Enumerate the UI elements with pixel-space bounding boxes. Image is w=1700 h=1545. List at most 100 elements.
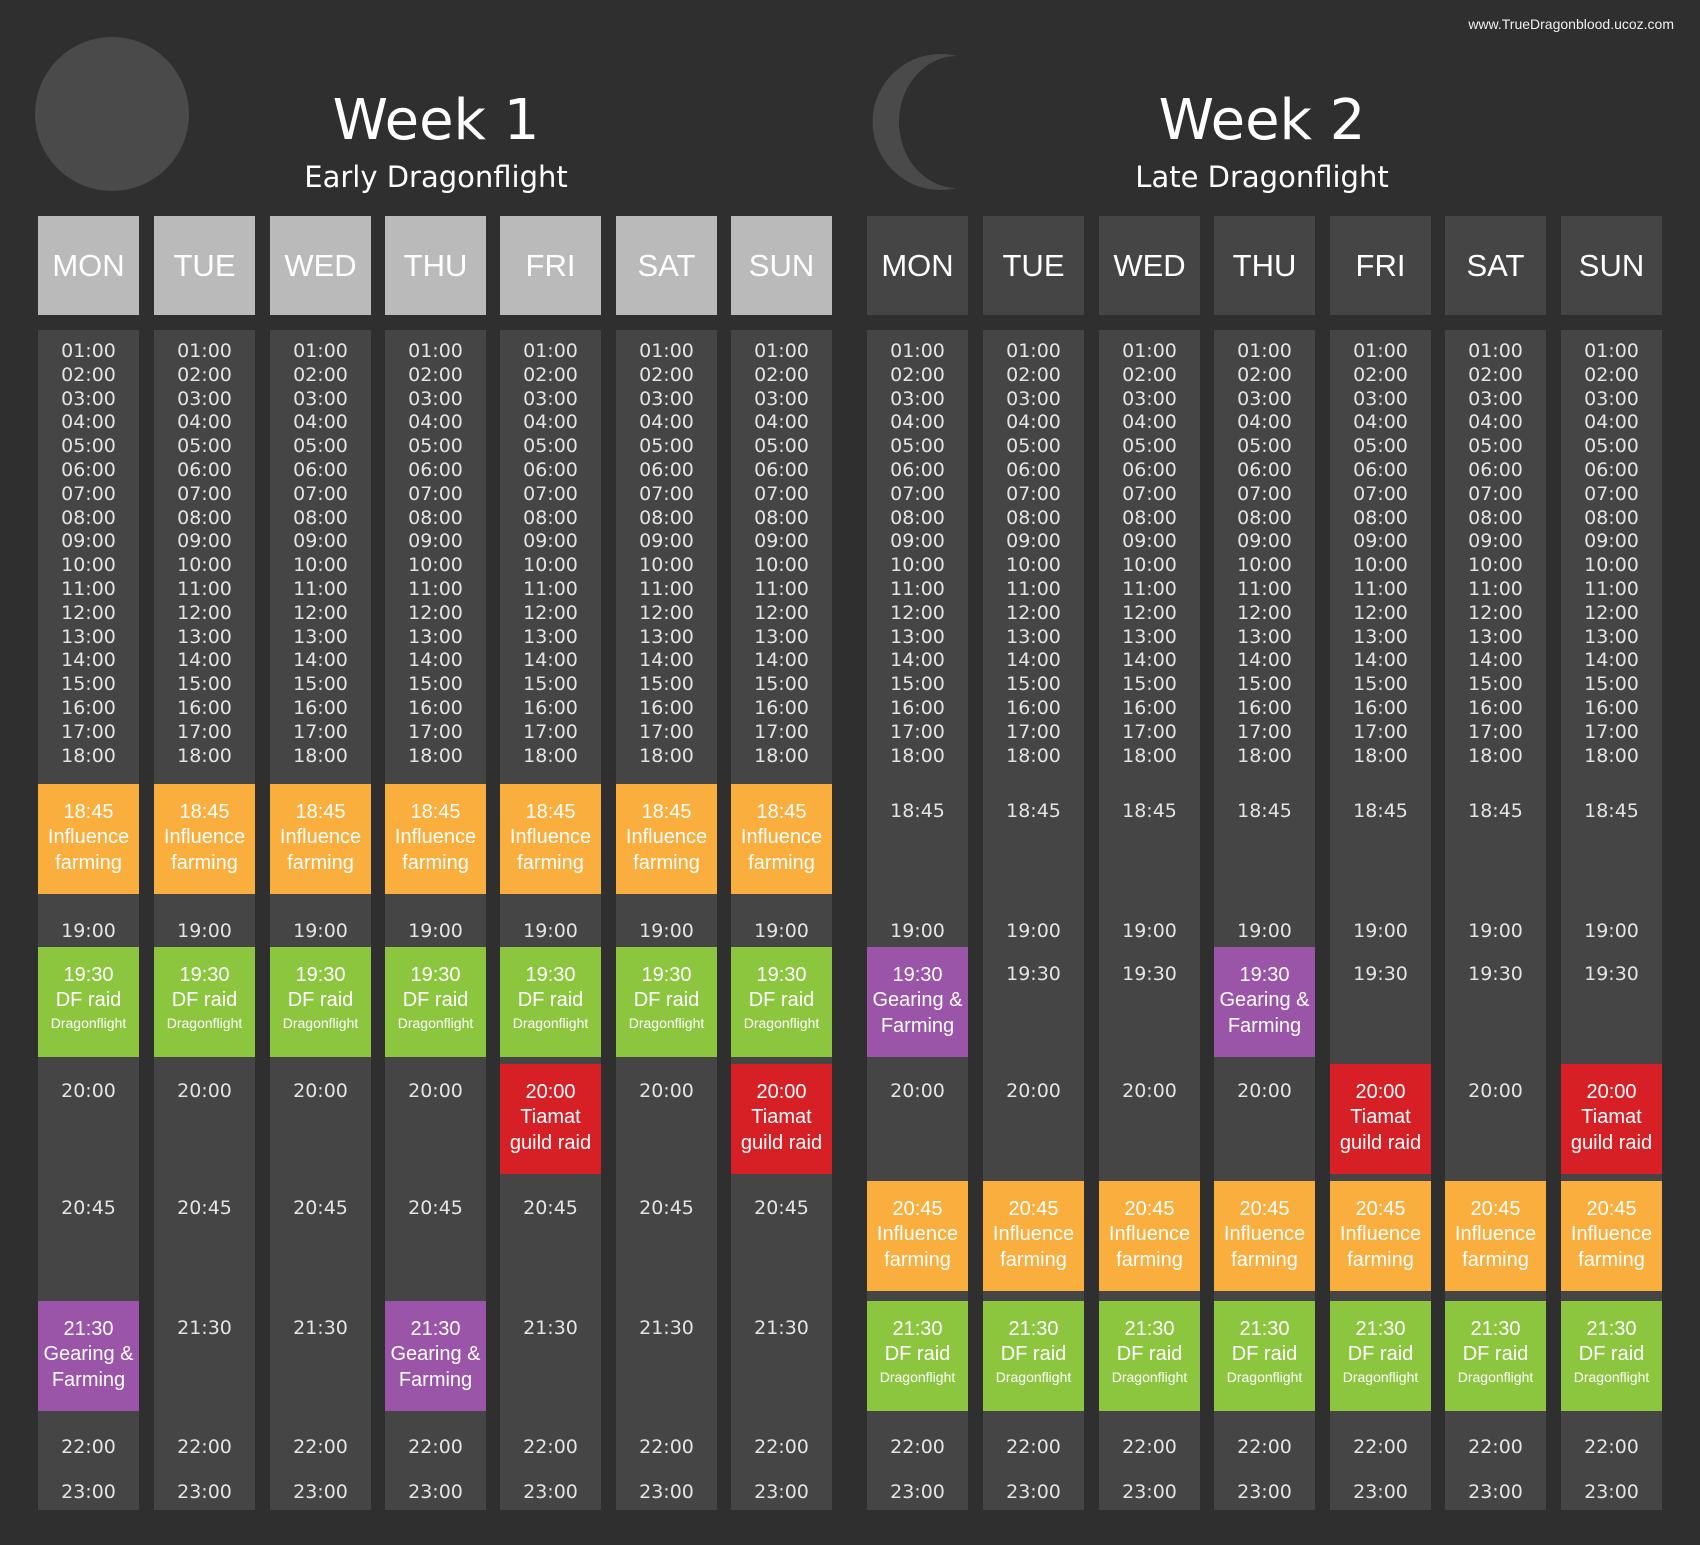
event-time: 19:30 bbox=[410, 964, 461, 986]
hour-slot: 06:00 bbox=[754, 458, 809, 481]
event-gearing[interactable]: 19:30 Gearing & Farming bbox=[867, 947, 968, 1057]
hour-slot: 01:00 bbox=[639, 340, 694, 362]
hour-slot: 03:00 bbox=[177, 387, 232, 410]
time-slot: 19:00 bbox=[1584, 920, 1639, 942]
event-time: 18:45 bbox=[525, 801, 576, 823]
event-influence[interactable]: 20:45 Influence farming bbox=[1561, 1181, 1662, 1291]
hour-slot: 01:00 bbox=[408, 340, 463, 362]
event-influence[interactable]: 20:45 Influence farming bbox=[1445, 1181, 1546, 1291]
event-gearing[interactable]: 21:30 Gearing & Farming bbox=[38, 1301, 139, 1411]
hour-slot: 17:00 bbox=[293, 720, 348, 743]
time-slot: 19:00 bbox=[293, 920, 348, 942]
hour-slot: 13:00 bbox=[61, 625, 116, 648]
hour-slot: 07:00 bbox=[1353, 482, 1408, 505]
hour-slot: 15:00 bbox=[408, 673, 463, 696]
hour-slot: 12:00 bbox=[1122, 601, 1177, 624]
hour-slot: 10:00 bbox=[408, 554, 463, 577]
week2-day-column-fri: 01:00 02:00 03:00 04:00 05:00 06:00 07:00 08:00… bbox=[1330, 330, 1431, 1510]
week1-day-column-sat: 01:00 02:00 03:00 04:00 05:00 06:00 07:00 08:00… bbox=[616, 330, 717, 1510]
week2-subtitle: Late Dragonflight bbox=[1135, 160, 1389, 194]
hour-slot: 05:00 bbox=[1006, 435, 1061, 458]
hour-slot: 14:00 bbox=[61, 649, 116, 672]
hour-slot: 09:00 bbox=[754, 530, 809, 553]
hour-slot: 11:00 bbox=[523, 577, 578, 600]
event-subtitle: farming bbox=[633, 852, 700, 874]
event-influence[interactable]: 18:45 Influence farming bbox=[38, 784, 139, 894]
week2-day-header-tue: TUE bbox=[983, 216, 1084, 315]
event-influence[interactable]: 20:45 Influence farming bbox=[1330, 1181, 1431, 1291]
hour-slot: 11:00 bbox=[1122, 577, 1177, 600]
event-influence[interactable]: 18:45 Influence farming bbox=[731, 784, 832, 894]
event-df-raid[interactable]: 19:30 DF raid Dragonflight bbox=[385, 947, 486, 1057]
event-title: Tiamat bbox=[520, 1106, 581, 1128]
event-subtitle: guild raid bbox=[1339, 1132, 1422, 1154]
event-df-raid[interactable]: 21:30 DF raid Dragonflight bbox=[983, 1301, 1084, 1411]
hour-slot: 10:00 bbox=[639, 554, 694, 577]
event-title: Gearing & bbox=[1219, 989, 1310, 1011]
event-tiamat[interactable]: 20:00 Tiamat guild raid bbox=[1330, 1064, 1431, 1174]
event-influence[interactable]: 18:45 Influence farming bbox=[500, 784, 601, 894]
hour-list: 01:00 02:00 03:00 04:00 05:00 06:00 07:00 08:00… bbox=[500, 340, 601, 768]
event-df-raid[interactable]: 21:30 DF raid Dragonflight bbox=[1330, 1301, 1431, 1411]
event-df-raid[interactable]: 19:30 DF raid Dragonflight bbox=[500, 947, 601, 1057]
hour-slot: 18:00 bbox=[523, 744, 578, 767]
hour-slot: 09:00 bbox=[177, 530, 232, 553]
event-df-raid[interactable]: 19:30 DF raid Dragonflight bbox=[616, 947, 717, 1057]
event-title: Influence bbox=[1108, 1223, 1191, 1245]
week2-day-column-tue: 01:00 02:00 03:00 04:00 05:00 06:00 07:00 08:00… bbox=[983, 330, 1084, 1510]
event-df-raid[interactable]: 19:30 DF raid Dragonflight bbox=[38, 947, 139, 1057]
time-slot: 18:45 bbox=[1468, 800, 1523, 822]
hour-slot: 08:00 bbox=[1468, 506, 1523, 529]
time-slot: 21:30 bbox=[754, 1317, 809, 1339]
event-time: 21:30 bbox=[1470, 1318, 1521, 1340]
event-influence[interactable]: 20:45 Influence farming bbox=[867, 1181, 968, 1291]
hour-slot: 11:00 bbox=[1468, 577, 1523, 600]
event-influence[interactable]: 20:45 Influence farming bbox=[1099, 1181, 1200, 1291]
hour-slot: 13:00 bbox=[1006, 625, 1061, 648]
time-slot: 20:00 bbox=[61, 1080, 116, 1102]
time-slot: 19:00 bbox=[1122, 920, 1177, 942]
hour-slot: 16:00 bbox=[890, 696, 945, 719]
event-df-raid[interactable]: 21:30 DF raid Dragonflight bbox=[1445, 1301, 1546, 1411]
hour-slot: 15:00 bbox=[1584, 673, 1639, 696]
hour-slot: 13:00 bbox=[1122, 625, 1177, 648]
event-df-raid[interactable]: 19:30 DF raid Dragonflight bbox=[270, 947, 371, 1057]
event-influence[interactable]: 18:45 Influence farming bbox=[616, 784, 717, 894]
hour-list: 01:00 02:00 03:00 04:00 05:00 06:00 07:00 08:00… bbox=[867, 340, 968, 768]
time-slot: 23:00 bbox=[1584, 1481, 1639, 1503]
event-time: 20:45 bbox=[1470, 1198, 1521, 1220]
event-df-raid[interactable]: 21:30 DF raid Dragonflight bbox=[1561, 1301, 1662, 1411]
hour-slot: 10:00 bbox=[1584, 554, 1639, 577]
hour-slot: 18:00 bbox=[1006, 744, 1061, 767]
event-df-raid[interactable]: 19:30 DF raid Dragonflight bbox=[731, 947, 832, 1057]
event-gearing[interactable]: 21:30 Gearing & Farming bbox=[385, 1301, 486, 1411]
event-df-raid[interactable]: 21:30 DF raid Dragonflight bbox=[1099, 1301, 1200, 1411]
event-df-raid[interactable]: 21:30 DF raid Dragonflight bbox=[867, 1301, 968, 1411]
event-df-raid[interactable]: 21:30 DF raid Dragonflight bbox=[1214, 1301, 1315, 1411]
hour-slot: 02:00 bbox=[1468, 363, 1523, 386]
event-tiamat[interactable]: 20:00 Tiamat guild raid bbox=[731, 1064, 832, 1174]
event-influence[interactable]: 18:45 Influence farming bbox=[270, 784, 371, 894]
event-time: 20:00 bbox=[1586, 1081, 1637, 1103]
hour-slot: 13:00 bbox=[1468, 625, 1523, 648]
event-influence[interactable]: 18:45 Influence farming bbox=[385, 784, 486, 894]
event-subtitle: farming bbox=[1347, 1249, 1414, 1271]
hour-list: 01:00 02:00 03:00 04:00 05:00 06:00 07:00 08:00… bbox=[731, 340, 832, 768]
hour-slot: 04:00 bbox=[1122, 411, 1177, 434]
event-tiamat[interactable]: 20:00 Tiamat guild raid bbox=[1561, 1064, 1662, 1174]
time-slot: 20:45 bbox=[177, 1197, 232, 1219]
event-influence[interactable]: 20:45 Influence farming bbox=[983, 1181, 1084, 1291]
event-df-raid[interactable]: 19:30 DF raid Dragonflight bbox=[154, 947, 255, 1057]
hour-slot: 16:00 bbox=[639, 696, 694, 719]
event-subtitle: Farming bbox=[51, 1369, 126, 1391]
hour-slot: 05:00 bbox=[1468, 435, 1523, 458]
week1-day-column-mon: 01:00 02:00 03:00 04:00 05:00 06:00 07:00 08:00… bbox=[38, 330, 139, 1510]
event-gearing[interactable]: 19:30 Gearing & Farming bbox=[1214, 947, 1315, 1057]
event-influence[interactable]: 18:45 Influence farming bbox=[154, 784, 255, 894]
event-tiamat[interactable]: 20:00 Tiamat guild raid bbox=[500, 1064, 601, 1174]
hour-slot: 09:00 bbox=[1584, 530, 1639, 553]
event-title: DF raid bbox=[287, 989, 354, 1011]
time-slot: 23:00 bbox=[1468, 1481, 1523, 1503]
event-time: 20:00 bbox=[525, 1081, 576, 1103]
event-influence[interactable]: 20:45 Influence farming bbox=[1214, 1181, 1315, 1291]
